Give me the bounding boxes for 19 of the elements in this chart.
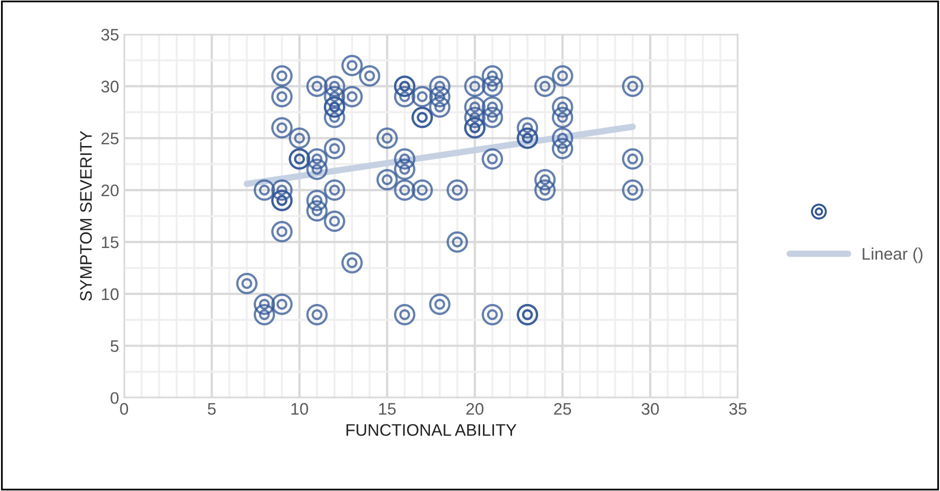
x-tick-label: 10	[291, 403, 308, 415]
y-tick-label: 5	[110, 340, 119, 352]
x-tick-label: 0	[120, 403, 128, 415]
y-tick-label: 35	[101, 28, 119, 41]
x-axis-title: FUNCTIONAL ABILITY	[346, 424, 516, 436]
y-tick-label: 10	[102, 288, 119, 300]
x-tick-label: 25	[554, 403, 572, 415]
legend-label: Linear ()	[862, 248, 922, 264]
y-axis-title: SYMPTOM SEVERITY	[80, 130, 92, 301]
y-tick-label: 25	[102, 132, 119, 144]
x-tick-label: 30	[642, 403, 659, 415]
y-tick-label: 15	[102, 236, 119, 248]
y-tick-label: 20	[102, 184, 119, 196]
x-tick-label: 35	[729, 403, 746, 415]
x-tick-label: 5	[208, 403, 216, 415]
x-tick-label: 20	[466, 403, 484, 415]
y-tick-label: 0	[110, 392, 119, 404]
y-tick-label: 30	[101, 80, 119, 92]
x-tick-label: 15	[379, 403, 396, 415]
